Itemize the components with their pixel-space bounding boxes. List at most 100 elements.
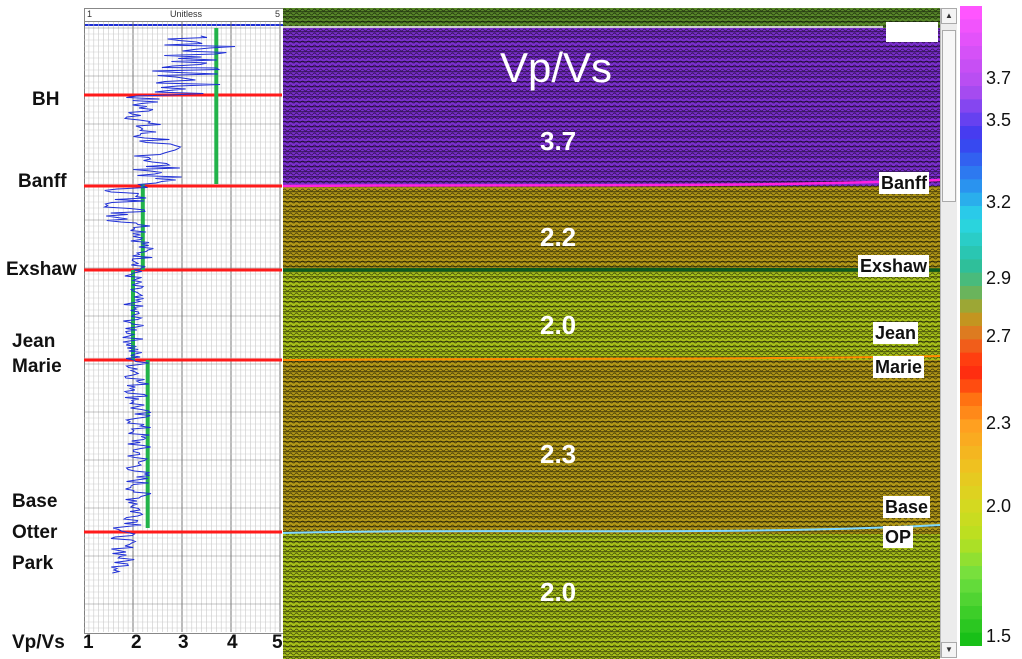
colorbar-cell — [960, 46, 982, 60]
log-top-exshaw: Exshaw — [6, 259, 77, 280]
colorbar-cell — [960, 6, 982, 20]
colorbar-cell — [960, 379, 982, 394]
colorbar-cell — [960, 179, 982, 194]
vpvs-log-curve — [102, 35, 236, 574]
colorbar-cell — [960, 99, 982, 114]
seismic-white-box — [886, 22, 938, 42]
colorbar-cell — [960, 366, 982, 380]
colorbar-cell — [960, 486, 982, 500]
colorbar-cell — [960, 499, 982, 514]
horizon-jean-marie — [283, 355, 940, 361]
horizon-label-exshaw: Exshaw — [858, 255, 930, 277]
log-plot — [84, 22, 282, 632]
colorbar-cell — [960, 32, 982, 47]
colorbar-cell — [960, 112, 982, 127]
colorbar-cell — [960, 606, 982, 620]
log-header-left: 1 — [87, 9, 93, 19]
colorbar-cell — [960, 632, 982, 646]
log-top-bop-line1: Base — [12, 491, 58, 512]
colorbar-cell — [960, 592, 982, 607]
vertical-scrollbar[interactable]: ▲ ▼ — [940, 8, 957, 658]
colorbar-tick-3.7: 3.7 — [986, 68, 1012, 88]
log-top-jean-marie-line1: Jean — [12, 331, 56, 352]
scroll-down-button[interactable]: ▼ — [941, 642, 957, 658]
colorbar-cell — [960, 259, 982, 274]
colorbar-cell — [960, 19, 982, 34]
interval-value-jean-marie-bop: 2.3 — [540, 439, 577, 469]
log-scale-line — [85, 24, 283, 26]
log-top-banff: Banff — [18, 171, 67, 192]
colorbar-cell — [960, 526, 982, 540]
log-x-tick-3: 3 — [178, 632, 189, 653]
horizon-base-op — [283, 524, 940, 534]
colorbar-cell — [960, 126, 982, 140]
colorbar-cell — [960, 446, 982, 460]
colorbar-cell — [960, 59, 982, 74]
log-x-tick-2: 2 — [131, 632, 142, 653]
colorbar-cell — [960, 419, 982, 434]
seismic-section — [283, 8, 940, 659]
horizon-banff — [283, 178, 940, 188]
colorbar-cell — [960, 459, 982, 474]
colorbar-cell — [960, 339, 982, 354]
colorbar-cell — [960, 539, 982, 554]
log-axis-title: Vp/Vs — [12, 632, 65, 653]
colorbar-cell — [960, 406, 982, 420]
horizon-label-banff: Banff — [879, 172, 929, 194]
log-track-header: 1 Unitless 5 — [85, 9, 283, 22]
interval-value-exshaw-jean-marie: 2.0 — [540, 310, 577, 340]
colorbar-tick-1.5: 1.5 — [986, 626, 1012, 646]
log-x-tick-5: 5 — [272, 632, 283, 653]
log-top-bop-line2: Otter — [12, 522, 58, 543]
colorbar-cell — [960, 139, 982, 154]
colorbar-cell — [960, 326, 982, 340]
horizon-label-bop-line2: OP — [883, 526, 914, 548]
log-x-tick-4: 4 — [227, 632, 238, 653]
colorbar-cell — [960, 352, 982, 367]
colorbar-tick-2.7: 2.7 — [986, 326, 1012, 346]
colorbar-cell — [960, 86, 982, 100]
log-top-bh: BH — [32, 89, 60, 110]
colorbar-cell — [960, 472, 982, 487]
colorbar-cell — [960, 299, 982, 314]
colorbar-cell — [960, 246, 982, 260]
log-x-tick-1: 1 — [83, 632, 94, 653]
colorbar-cell — [960, 286, 982, 300]
colorbar-cell — [960, 166, 982, 180]
interval-value-below-bop: 2.0 — [540, 577, 577, 607]
colorbar-cell — [960, 272, 982, 287]
colorbar — [960, 6, 982, 646]
colorbar-cell — [960, 512, 982, 527]
colorbar-cell — [960, 312, 982, 327]
colorbar-cell — [960, 552, 982, 567]
colorbar-cell — [960, 219, 982, 234]
horizon-label-bop-line1: Base — [883, 496, 931, 518]
colorbar-cell — [960, 232, 982, 247]
horizon-label-jean-marie-line2: Marie — [873, 356, 925, 378]
log-header-right: 5 — [275, 9, 281, 19]
horizon-label-jean-marie-line1: Jean — [873, 322, 919, 344]
scroll-up-button[interactable]: ▲ — [941, 8, 957, 24]
colorbar-cell — [960, 206, 982, 220]
log-header-center: Unitless — [170, 9, 203, 19]
colorbar-tick-3.2: 3.2 — [986, 192, 1012, 212]
horizon-exshaw — [283, 267, 940, 272]
colorbar-tick-2.9: 2.9 — [986, 268, 1012, 288]
colorbar-cell — [960, 392, 982, 407]
colorbar-cell — [960, 192, 982, 207]
scroll-thumb[interactable] — [942, 30, 956, 202]
colorbar-cell — [960, 72, 982, 87]
colorbar-cell — [960, 619, 982, 634]
colorbar-cell — [960, 152, 982, 167]
interval-value-banff-exshaw: 2.2 — [540, 222, 577, 252]
colorbar-cell — [960, 566, 982, 580]
colorbar-cell — [960, 432, 982, 447]
seismic-title: Vp/Vs — [500, 44, 613, 91]
colorbar-tick-2.3: 2.3 — [986, 413, 1012, 433]
log-top-jean-marie-line2: Marie — [12, 356, 62, 377]
colorbar-tick-2.0: 2.0 — [986, 496, 1012, 516]
colorbar-tick-3.5: 3.5 — [986, 110, 1012, 130]
colorbar-cell — [960, 579, 982, 594]
log-top-bop-line3: Park — [12, 553, 54, 574]
interval-value-bh-banff: 3.7 — [540, 126, 577, 156]
